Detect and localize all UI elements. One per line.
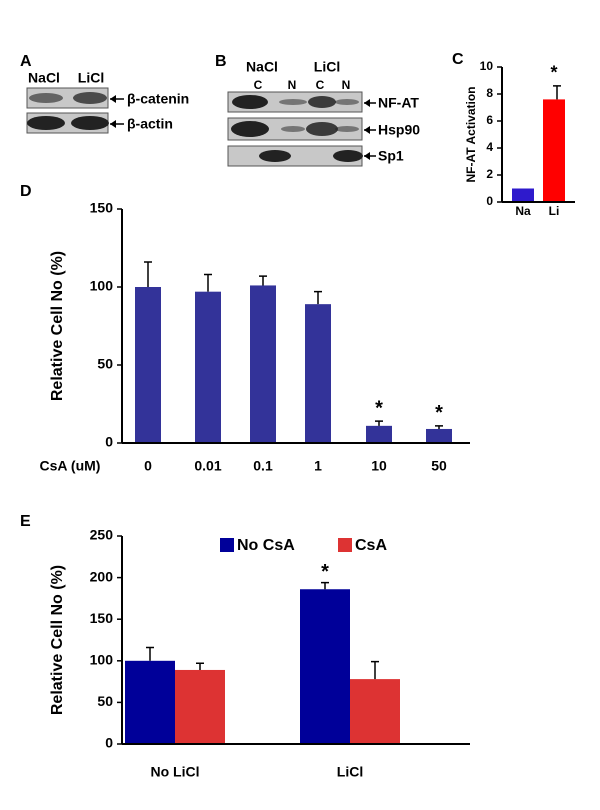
x-tick-label: 1 (314, 458, 322, 474)
y-tick-label: 150 (90, 610, 114, 626)
error-bar (435, 425, 443, 429)
band-label: NF-AT (378, 95, 419, 111)
band-label: Sp1 (378, 148, 404, 164)
panel-label: C (452, 51, 464, 68)
y-tick-label: 2 (486, 167, 493, 181)
significance-marker: * (435, 402, 443, 424)
x-tick-label: 50 (431, 458, 447, 474)
bar (512, 188, 534, 202)
significance-marker: * (321, 561, 329, 583)
bar (250, 285, 276, 443)
band-label: β-actin (127, 116, 173, 132)
bar (175, 669, 225, 744)
y-tick-label: 250 (90, 527, 114, 543)
y-tick-label: 8 (486, 86, 493, 100)
panel-label: B (215, 53, 227, 70)
legend-swatch (338, 538, 352, 552)
y-tick-label: 4 (486, 140, 493, 154)
y-tick-label: 0 (105, 434, 113, 450)
error-bar (375, 420, 383, 426)
error-bar (196, 662, 204, 670)
y-tick-label: 100 (90, 652, 114, 668)
bar (195, 291, 221, 443)
bar (366, 425, 392, 443)
bar (350, 679, 400, 744)
error-bar (259, 275, 267, 286)
x-tick-label: 10 (371, 458, 387, 474)
error-bar (371, 660, 379, 680)
x-tick-label: Li (549, 204, 560, 218)
y-tick-label: 6 (486, 113, 493, 127)
error-bar (144, 261, 152, 287)
significance-marker: * (550, 63, 557, 83)
error-bar (321, 581, 329, 590)
blot-image (227, 91, 376, 167)
y-tick-label: 0 (105, 735, 113, 751)
x-tick-label: Na (515, 204, 531, 218)
y-tick-label: 100 (90, 278, 114, 294)
panel-label: A (20, 53, 32, 70)
panel-label: E (20, 513, 31, 530)
bar (300, 589, 350, 744)
x-axis-label: CsA (uM) (40, 458, 101, 474)
y-axis-label: NF-AT Activation (464, 87, 478, 183)
y-axis-label: Relative Cell No (%) (49, 251, 66, 401)
panel-label: D (20, 183, 32, 200)
bar (305, 304, 331, 443)
error-bar (146, 646, 154, 661)
y-tick-label: 200 (90, 568, 114, 584)
x-tick-label: 0.1 (253, 458, 273, 474)
error-bar (204, 273, 212, 292)
y-tick-label: 150 (90, 200, 114, 216)
lane-label: N (342, 78, 351, 92)
x-tick-label: No LiCl (151, 764, 200, 780)
band-label: β-catenin (127, 91, 189, 107)
error-bar (314, 290, 322, 305)
significance-marker: * (375, 397, 383, 419)
lane-label: LiCl (78, 70, 104, 86)
y-tick-label: 0 (486, 194, 493, 208)
lane-label: N (288, 78, 297, 92)
band-label: Hsp90 (378, 122, 420, 138)
bar (135, 287, 161, 443)
group-label: NaCl (246, 59, 278, 75)
legend-swatch (220, 538, 234, 552)
group-label: LiCl (314, 59, 340, 75)
lane-label: C (316, 78, 325, 92)
bar (125, 660, 175, 744)
y-tick-label: 50 (97, 693, 113, 709)
x-tick-label: LiCl (337, 764, 363, 780)
lane-label: NaCl (28, 70, 60, 86)
lane-label: C (254, 78, 263, 92)
bar (543, 99, 565, 202)
x-tick-label: 0 (144, 458, 152, 474)
error-bar (553, 85, 561, 100)
y-axis-label: Relative Cell No (%) (49, 565, 66, 715)
legend-label: CsA (355, 537, 387, 554)
x-tick-label: 0.01 (194, 458, 221, 474)
bar (426, 428, 452, 443)
y-tick-label: 10 (480, 59, 494, 73)
blot-image (26, 87, 124, 134)
legend-label: No CsA (237, 537, 295, 554)
y-tick-label: 50 (97, 356, 113, 372)
